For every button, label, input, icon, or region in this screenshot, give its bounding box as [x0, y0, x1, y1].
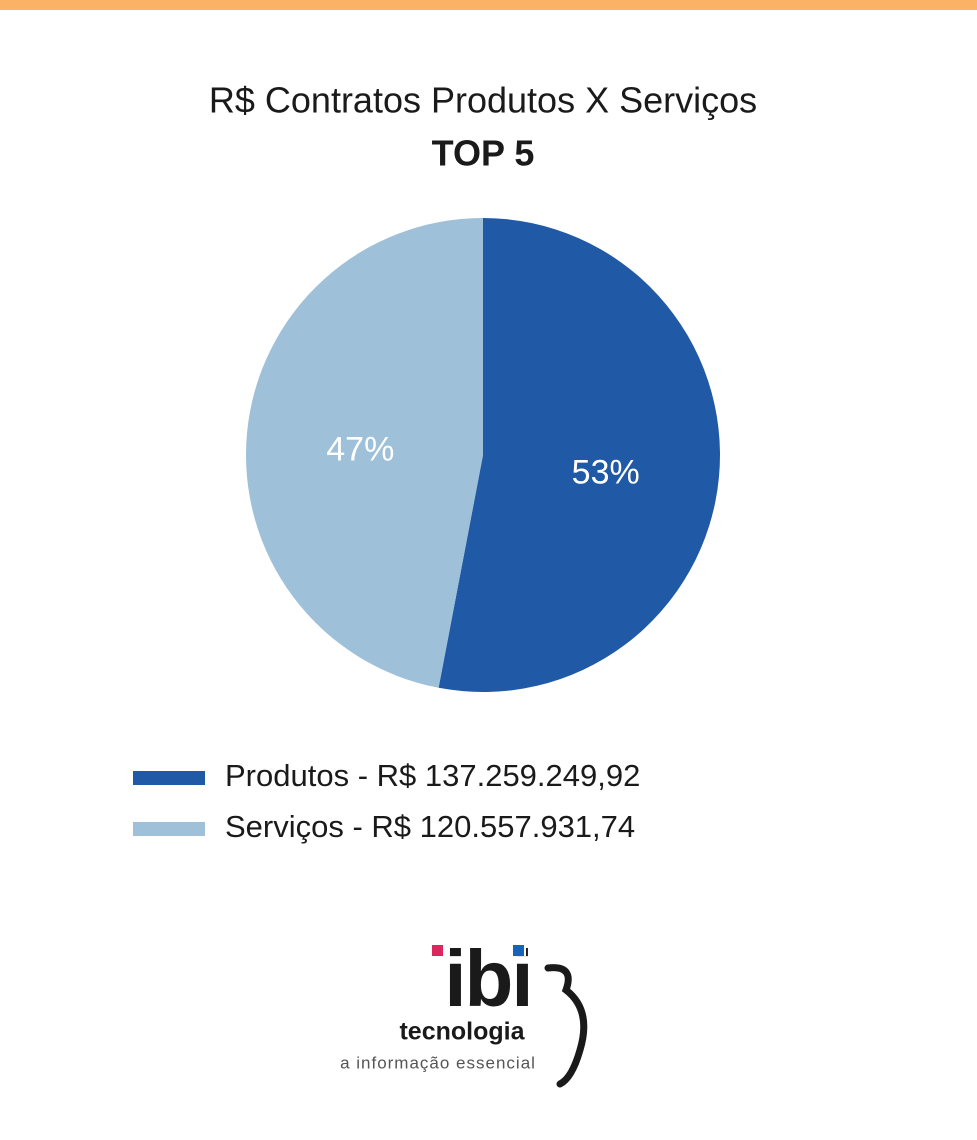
logo-dot-red: [432, 945, 443, 956]
top-bar: [0, 0, 977, 10]
pie-slice: [438, 218, 721, 692]
legend-label: Serviços - R$ 120.557.931,74: [225, 809, 635, 844]
pie-slice: [246, 218, 483, 688]
logo-dot-blue: [513, 945, 524, 956]
logo-sub: tecnologia: [399, 1018, 525, 1046]
logo-hook: [544, 964, 588, 1088]
slice-label: 47%: [326, 430, 394, 468]
legend-swatch: [133, 771, 205, 785]
logo: ibi tecnologia a informação essencial: [340, 934, 588, 1088]
legend-swatch: [133, 822, 205, 836]
slice-label: 53%: [572, 454, 640, 492]
chart-title: R$ Contratos Produtos X Serviços: [209, 80, 757, 121]
chart-subtitle: TOP 5: [432, 133, 535, 174]
legend-label: Produtos - R$ 137.259.249,92: [225, 758, 640, 793]
logo-tagline: a informação essencial: [340, 1053, 536, 1072]
